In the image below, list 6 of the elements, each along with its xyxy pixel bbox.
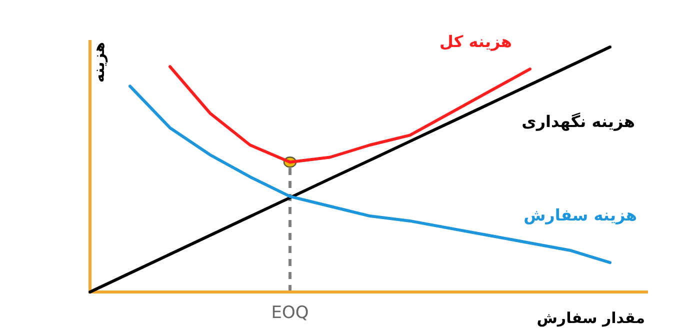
annotation: EOQ — [271, 303, 309, 323]
series-label: هزینه نگهداری — [522, 112, 635, 131]
xlabel: مقدار سفارش — [536, 309, 645, 327]
series-label: هزینه کل — [440, 32, 512, 52]
ylabel: هزینه — [90, 42, 108, 83]
series-label: هزینه سفارش — [524, 206, 637, 225]
